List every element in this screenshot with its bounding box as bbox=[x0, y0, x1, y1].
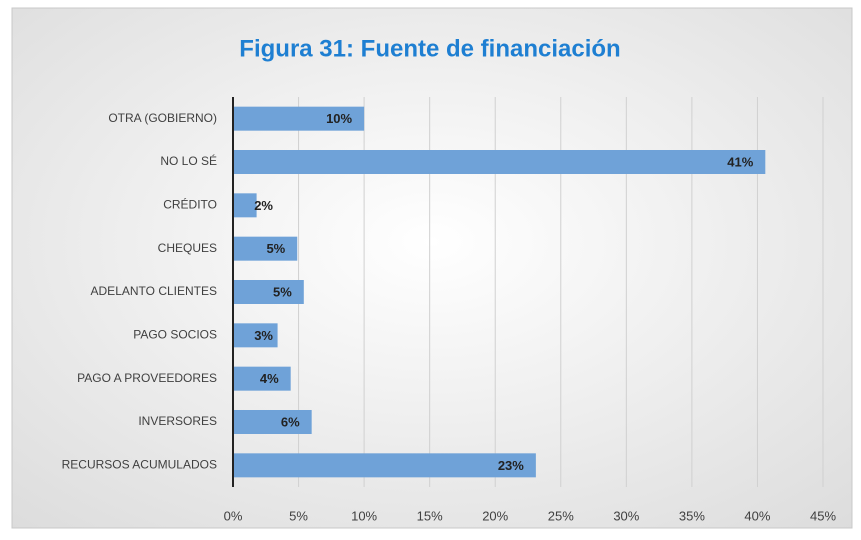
y-tick-label: CHEQUES bbox=[158, 241, 217, 255]
y-tick-label: PAGO SOCIOS bbox=[133, 328, 217, 342]
bar bbox=[233, 150, 766, 174]
value-label: 4% bbox=[260, 371, 279, 386]
bar bbox=[233, 323, 278, 348]
bar bbox=[233, 106, 365, 131]
chart-background bbox=[11, 7, 853, 529]
y-tick-label: CRÉDITO bbox=[163, 197, 217, 212]
x-tick-label: 0% bbox=[224, 508, 243, 523]
value-label: 6% bbox=[281, 414, 300, 429]
value-label: 2% bbox=[254, 198, 273, 213]
bar bbox=[233, 453, 536, 478]
x-tick-label: 25% bbox=[548, 508, 574, 523]
bar bbox=[233, 366, 291, 391]
x-tick-label: 35% bbox=[679, 508, 705, 523]
y-tick-label: INVERSORES bbox=[138, 414, 217, 428]
value-label: 5% bbox=[273, 284, 292, 299]
value-label: 5% bbox=[266, 241, 285, 256]
x-tick-label: 20% bbox=[482, 508, 508, 523]
y-tick-label: PAGO A PROVEEDORES bbox=[77, 371, 217, 385]
y-tick-label: NO LO SÉ bbox=[160, 153, 217, 168]
bars bbox=[233, 106, 766, 478]
bar bbox=[233, 236, 298, 261]
bar bbox=[233, 193, 257, 218]
bar bbox=[233, 280, 304, 304]
chart-title: Figura 31: Fuente de financiación bbox=[239, 35, 620, 62]
x-tick-label: 5% bbox=[289, 508, 308, 523]
x-tick-label: 15% bbox=[417, 508, 443, 523]
x-tick-label: 30% bbox=[613, 508, 639, 523]
value-label: 23% bbox=[498, 458, 524, 473]
y-tick-label: OTRA (GOBIERNO) bbox=[108, 111, 217, 125]
value-label: 10% bbox=[326, 111, 352, 126]
x-tick-label: 40% bbox=[744, 508, 770, 523]
value-label: 3% bbox=[254, 328, 273, 343]
x-tick-label: 10% bbox=[351, 508, 377, 523]
value-label: 41% bbox=[727, 154, 753, 169]
y-tick-label: ADELANTO CLIENTES bbox=[91, 284, 217, 298]
bar bbox=[233, 410, 312, 434]
y-tick-label: RECURSOS ACUMULADOS bbox=[62, 458, 217, 472]
x-tick-label: 45% bbox=[810, 508, 836, 523]
